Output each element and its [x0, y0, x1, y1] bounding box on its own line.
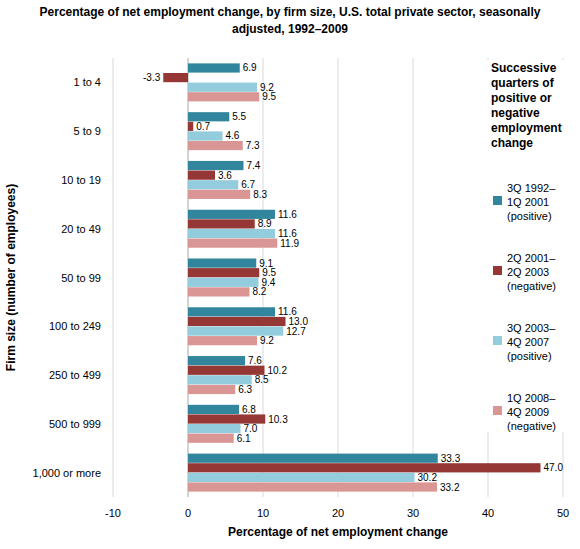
legend-swatch: [493, 336, 502, 345]
bar: [188, 180, 238, 189]
legend-label: 3Q 1992–1Q 2001(positive): [507, 182, 556, 222]
bar: [188, 434, 234, 443]
bar: [188, 141, 243, 150]
legend-label: 2Q 2001–2Q 2003(negative): [507, 252, 556, 292]
tick-label: 0: [185, 507, 191, 519]
bar: [188, 307, 275, 316]
bar: [188, 219, 255, 228]
bar: [188, 268, 259, 277]
legend: Successivequarters ofpositive ornegative…: [486, 60, 578, 432]
legend-swatch: [493, 196, 502, 205]
data-label: 9.2: [260, 335, 274, 346]
data-label: 11.6: [278, 209, 297, 220]
bar: [188, 366, 265, 375]
data-label: 8.3: [253, 189, 267, 200]
legend-swatch: [493, 266, 502, 275]
bar: [188, 317, 286, 326]
bar: [188, 336, 257, 345]
bar: [163, 73, 188, 82]
data-label: 8.9: [258, 218, 272, 229]
grid-line: [113, 58, 114, 497]
bar: [188, 356, 245, 365]
bar: [188, 385, 235, 394]
data-label: 7.3: [246, 140, 260, 151]
category-label: 1,000 or more: [33, 467, 101, 479]
data-label: 12.7: [286, 326, 306, 337]
title: Percentage of net employment change, by …: [40, 5, 541, 36]
data-label: 10.2: [268, 365, 288, 376]
category-label: 20 to 49: [61, 223, 101, 235]
legend-label: 1Q 2008–4Q 2009(negative): [507, 392, 556, 432]
tick-label: -10: [105, 507, 121, 519]
bar: [188, 454, 438, 463]
data-label: 33.3: [441, 453, 461, 464]
grid-line: [338, 58, 339, 497]
tick-label: 30: [407, 507, 419, 519]
data-label: 10.3: [268, 414, 288, 425]
legend-swatch: [493, 406, 502, 415]
data-label: 33.2: [440, 482, 460, 493]
bar: [188, 259, 256, 268]
bar: [188, 63, 240, 72]
category-label: 10 to 19: [61, 174, 101, 186]
category-label: 500 to 999: [49, 418, 101, 430]
data-label: 3.6: [218, 170, 232, 181]
bar: [188, 92, 259, 101]
bar: [188, 287, 250, 296]
data-label: 6.1: [237, 433, 251, 444]
data-label: 47.0: [544, 462, 564, 473]
bar: [188, 463, 541, 472]
grid-line: [413, 58, 414, 497]
bar: [188, 83, 257, 92]
data-label: 6.3: [238, 384, 252, 395]
bar: [188, 122, 193, 131]
category-label: 100 to 249: [49, 320, 101, 332]
category-label: 5 to 9: [73, 125, 101, 137]
tick-label: 50: [557, 507, 569, 519]
chart: Percentage of net employment change, by …: [0, 0, 580, 549]
legend-label: 3Q 2003–4Q 2007(positive): [507, 322, 556, 362]
category-label: 50 to 99: [61, 272, 101, 284]
bar: [188, 278, 259, 287]
data-label: -3.3: [143, 72, 161, 83]
data-label: 30.2: [418, 472, 438, 483]
data-label: 11.9: [280, 238, 299, 249]
category-label: 1 to 4: [73, 76, 101, 88]
bar: [188, 229, 275, 238]
bar: [188, 161, 244, 170]
data-label: 6.8: [242, 404, 256, 415]
bar: [188, 239, 277, 248]
data-label: 6.9: [243, 62, 257, 73]
legend-title: Successivequarters ofpositive ornegative…: [491, 61, 562, 150]
data-label: 7.4: [247, 160, 261, 171]
bar: [188, 424, 241, 433]
data-label: 7.6: [248, 355, 262, 366]
tick-label: 20: [332, 507, 344, 519]
bar: [188, 171, 215, 180]
data-label: 8.2: [253, 286, 267, 297]
bar: [188, 482, 437, 491]
bar: [188, 190, 250, 199]
tick-label: 40: [482, 507, 494, 519]
bar: [188, 131, 223, 140]
data-label: 9.5: [262, 91, 276, 102]
category-label: 250 to 499: [49, 369, 101, 381]
y-axis-title: Firm size (number of employees): [4, 184, 18, 371]
data-label: 4.6: [226, 130, 240, 141]
bar: [188, 405, 239, 414]
bars: [163, 63, 540, 491]
data-label: 0.7: [196, 121, 210, 132]
data-label: 8.5: [255, 374, 269, 385]
data-label: 5.5: [232, 111, 246, 122]
tick-label: 10: [257, 507, 269, 519]
bar: [188, 473, 415, 482]
legend-background: [486, 60, 578, 432]
x-axis-title: Percentage of net employment change: [228, 525, 448, 539]
